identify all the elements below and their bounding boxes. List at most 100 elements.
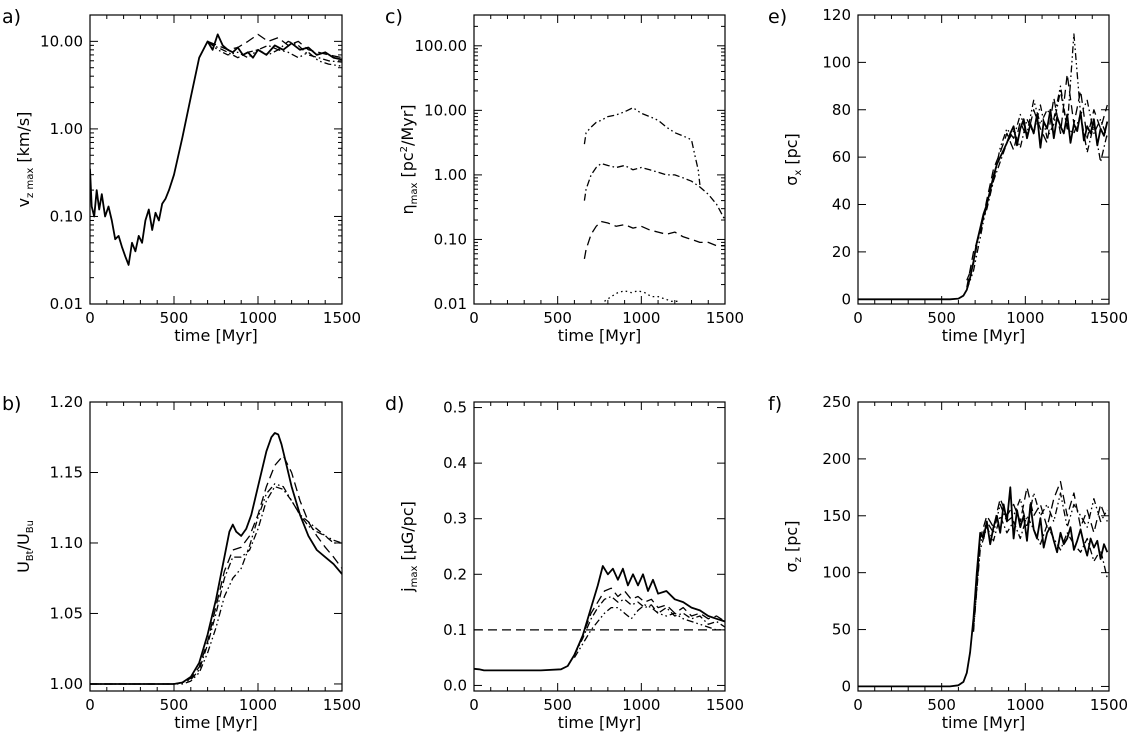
series-line-dashed <box>972 480 1108 624</box>
x-tick-label: 1000 <box>622 309 660 327</box>
panel-label: a) <box>2 6 21 28</box>
y-tick-label: 1.15 <box>50 463 83 481</box>
x-tick-label: 1500 <box>1090 696 1128 714</box>
y-tick-label: 60 <box>832 148 851 166</box>
series-line-dashed <box>90 454 342 685</box>
y-axis-label: vz max [km/s] <box>14 112 36 208</box>
series-line-solid <box>90 33 342 266</box>
x-tick-label: 0 <box>85 696 95 714</box>
x-tick-label: 1000 <box>1006 696 1044 714</box>
x-tick-label: 500 <box>543 696 572 714</box>
y-tick-label: 10.00 <box>424 101 467 119</box>
series-line-dashdotdot <box>90 483 342 685</box>
series-line-dashdotdot <box>207 40 342 67</box>
x-tick-label: 500 <box>160 696 189 714</box>
plot-frame <box>89 14 343 305</box>
series-line-dashdot <box>972 515 1108 630</box>
y-axis-label: σx [pc] <box>782 133 804 186</box>
y-tick-label: 0.4 <box>443 454 467 472</box>
x-tick-label: 0 <box>85 309 95 327</box>
y-axis-label: σz [pc] <box>782 521 804 573</box>
y-tick-label: 150 <box>822 507 851 525</box>
x-axis-label: time [Myr] <box>558 713 642 732</box>
y-tick-label: 0.0 <box>443 676 467 694</box>
x-tick-label: 0 <box>853 309 863 327</box>
series-line-solid <box>858 486 1109 688</box>
x-tick-label: 1000 <box>1006 309 1044 327</box>
series-line-dashed <box>966 73 1108 288</box>
y-tick-label: 1.00 <box>434 166 467 184</box>
x-tick-label: 1000 <box>239 696 277 714</box>
y-tick-label: 0 <box>841 677 851 695</box>
y-tick-label: 0.5 <box>443 399 467 417</box>
y-tick-label: 1.20 <box>50 393 83 411</box>
x-tick-label: 1500 <box>323 696 361 714</box>
y-tick-label: 100.00 <box>415 37 468 55</box>
series-line-dashdot <box>90 485 342 685</box>
y-tick-label: 0.01 <box>434 295 467 313</box>
y-tick-label: 1.10 <box>50 534 83 552</box>
series-line-dashed <box>207 33 342 59</box>
series-line-solid <box>858 108 1109 301</box>
y-tick-label: 0.01 <box>50 295 83 313</box>
panel-label: d) <box>385 393 404 415</box>
y-axis-label: jmax [μG/pc] <box>398 501 420 593</box>
y-tick-label: 80 <box>832 101 851 119</box>
x-axis-label: time [Myr] <box>174 326 258 345</box>
y-tick-label: 0 <box>841 290 851 308</box>
x-tick-label: 1500 <box>323 309 361 327</box>
y-tick-label: 0.1 <box>443 621 467 639</box>
panel-label: e) <box>768 6 787 28</box>
y-tick-label: 0.2 <box>443 565 467 583</box>
x-tick-label: 0 <box>469 696 479 714</box>
plot-frame <box>473 14 726 305</box>
y-axis-label: UBt/UBu <box>14 520 36 573</box>
x-tick-label: 500 <box>543 309 572 327</box>
x-axis-label: time [Myr] <box>942 326 1026 345</box>
series-line-dashdotdot <box>966 33 1108 291</box>
y-tick-label: 100 <box>822 564 851 582</box>
y-tick-label: 120 <box>822 6 851 24</box>
y-tick-label: 1.00 <box>50 120 83 138</box>
x-tick-label: 1500 <box>706 696 744 714</box>
series-line-dashdot <box>573 595 725 656</box>
series-line-dashdotdot <box>573 604 725 659</box>
plot-frame <box>89 401 343 692</box>
x-axis-label: time [Myr] <box>174 713 258 732</box>
series-line-dashed <box>583 220 725 260</box>
plot-frame <box>857 14 1110 305</box>
y-tick-label: 10.00 <box>40 32 83 50</box>
panel-a: 0 500 1000 1500 0.01 0.10 1.00 10.00 time [Myr] v… <box>2 6 361 345</box>
y-tick-label: 0.10 <box>434 230 467 248</box>
series-line-dashdotdot <box>972 492 1108 632</box>
y-tick-label: 0.3 <box>443 510 467 528</box>
series-line-solid <box>474 565 725 672</box>
y-tick-label: 1.05 <box>50 604 83 622</box>
x-tick-label: 1000 <box>622 696 660 714</box>
x-tick-label: 1500 <box>1090 309 1128 327</box>
panel-label: c) <box>385 6 403 28</box>
series-line-dotted <box>604 290 679 302</box>
panel-label: f) <box>768 393 782 415</box>
panel-f: 0 500 1000 1500 0 50 100 150 200 250 time [Myr] σz … <box>768 393 1128 732</box>
x-tick-label: 0 <box>469 309 479 327</box>
panel-c: 0 500 1000 1500 0.01 0.10 1.00 10.00 100.00 time … <box>385 6 744 345</box>
plot-frame <box>473 401 726 692</box>
panel-b: 0 500 1000 1500 1.00 1.05 1.10 1.15 1.20 time [My… <box>2 393 361 732</box>
series-line-dashed <box>573 587 725 656</box>
series-line-dashdot <box>583 162 725 221</box>
y-tick-label: 200 <box>822 450 851 468</box>
x-tick-label: 1500 <box>706 309 744 327</box>
x-tick-label: 500 <box>927 309 956 327</box>
x-tick-label: 500 <box>927 696 956 714</box>
panel-d: 0 500 1000 1500 0.0 0.1 0.2 0.3 0.4 0.5 time [Myr]… <box>385 393 744 732</box>
y-tick-label: 1.00 <box>50 675 83 693</box>
plot-frame <box>857 401 1110 692</box>
x-axis-label: time [Myr] <box>942 713 1026 732</box>
series-line-dashdot <box>966 90 1108 281</box>
series-line-dashdot <box>207 40 342 63</box>
panel-e: 0 500 1000 1500 0 20 40 60 80 100 120 time [Myr] σx … <box>768 6 1128 345</box>
x-tick-label: 0 <box>853 696 863 714</box>
